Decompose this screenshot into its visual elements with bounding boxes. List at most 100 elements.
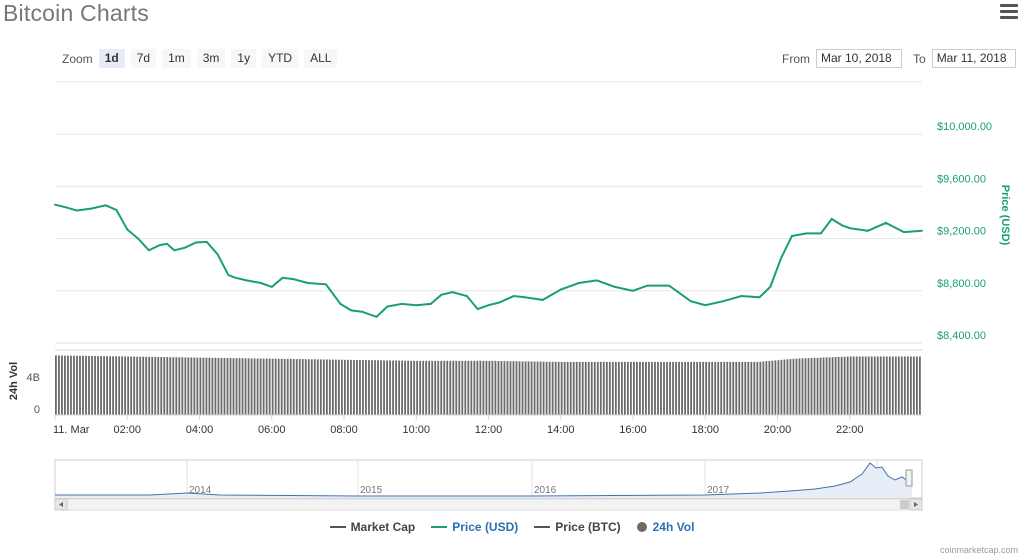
volume-bar[interactable] [193,357,196,416]
price-point[interactable] [668,284,670,287]
price-point[interactable] [137,237,140,240]
volume-bar[interactable] [882,356,885,416]
volume-bar[interactable] [500,361,503,415]
volume-bar[interactable] [915,356,918,416]
volume-bar[interactable] [861,356,864,416]
volume-bar[interactable] [623,361,626,415]
volume-bar[interactable] [88,355,90,415]
volume-bar[interactable] [91,356,93,415]
volume-bar[interactable] [816,357,819,415]
volume-bar[interactable] [226,358,229,415]
volume-bar[interactable] [690,361,693,415]
price-point[interactable] [245,279,248,282]
price-point[interactable] [805,232,808,235]
volume-bar[interactable] [271,358,274,415]
volume-bar[interactable] [765,361,768,415]
volume-bar[interactable] [337,359,340,415]
volume-bar[interactable] [657,361,659,415]
volume-bar[interactable] [918,356,921,416]
price-point[interactable] [541,299,544,301]
volume-bar[interactable] [310,359,313,415]
hamburger-menu-icon[interactable] [1000,4,1018,22]
price-point[interactable] [166,242,168,245]
volume-bar[interactable] [711,361,714,415]
volume-bar[interactable] [127,356,130,416]
volume-bar[interactable] [900,356,903,416]
volume-bar[interactable] [82,355,84,415]
volume-bar[interactable] [458,360,461,415]
volume-bar[interactable] [783,359,786,415]
volume-bar[interactable] [488,360,491,415]
volume-bar[interactable] [115,356,118,415]
volume-bar[interactable] [590,361,593,415]
volume-bar[interactable] [73,355,75,415]
volume-bar[interactable] [473,360,476,415]
volume-bar[interactable] [741,361,744,415]
volume-bar[interactable] [139,356,142,415]
volume-bar[interactable] [906,356,909,416]
price-point[interactable] [307,282,309,284]
volume-bar[interactable] [801,358,804,415]
volume-bar[interactable] [512,361,515,415]
volume-bar[interactable] [509,361,512,415]
credit-text[interactable]: coinmarketcap.com [939,545,1018,555]
volume-bar[interactable] [864,356,867,416]
volume-bar[interactable] [599,361,602,415]
price-point[interactable] [740,295,743,297]
zoom-1m-button[interactable]: 1m [162,49,191,68]
volume-bar[interactable] [503,361,506,415]
volume-bar[interactable] [301,359,304,415]
volume-bar[interactable] [678,361,680,415]
price-point[interactable] [596,279,598,282]
price-point[interactable] [205,241,208,243]
price-point[interactable] [866,229,869,232]
volume-bar[interactable] [666,361,668,415]
volume-bar[interactable] [642,361,644,415]
volume-bar[interactable] [145,356,148,415]
price-point[interactable] [614,286,616,288]
volume-bar[interactable] [825,357,828,415]
price-point[interactable] [498,301,501,304]
volume-bar[interactable] [840,356,843,415]
volume-bar[interactable] [753,361,756,415]
volume-bar[interactable] [440,360,443,415]
price-point[interactable] [820,232,822,235]
volume-bar[interactable] [527,361,530,415]
volume-bar[interactable] [596,361,599,415]
zoom-7d-button[interactable]: 7d [130,49,157,68]
from-date-input[interactable] [816,49,902,68]
volume-bar[interactable] [217,357,220,415]
price-point[interactable] [921,229,923,232]
volume-bar[interactable] [639,361,641,415]
price-chart[interactable]: $8,400.00 $8,800.00 $9,200.00 $9,600.00 $10,… [0,0,1024,515]
volume-bar[interactable] [353,359,355,415]
volume-bar[interactable] [334,359,337,415]
volume-bar[interactable] [292,359,295,415]
volume-bar[interactable] [470,360,473,415]
volume-bar[interactable] [557,361,560,415]
volume-bar[interactable] [837,356,840,415]
volume-bar[interactable] [611,361,614,415]
volume-bar[interactable] [67,355,69,415]
volume-bar[interactable] [214,357,217,415]
volume-bar[interactable] [154,356,157,415]
volume-bar[interactable] [371,360,373,415]
volume-bar[interactable] [786,359,789,415]
volume-bar[interactable] [229,358,232,415]
volume-bar[interactable] [750,361,753,415]
volume-bar[interactable] [169,357,172,415]
volume-bar[interactable] [545,361,548,415]
volume-bar[interactable] [202,357,205,415]
volume-bar[interactable] [118,356,121,415]
volume-bar[interactable] [199,357,202,415]
price-point[interactable] [848,227,851,230]
volume-bar[interactable] [813,357,816,415]
price-point[interactable] [780,257,782,260]
price-point[interactable] [386,305,389,308]
zoom-1y-button[interactable]: 1y [231,49,257,68]
volume-bar[interactable] [675,361,677,415]
volume-bar[interactable] [735,361,738,415]
volume-bar[interactable] [551,361,554,415]
volume-bar[interactable] [428,360,431,415]
volume-bar[interactable] [843,356,846,415]
